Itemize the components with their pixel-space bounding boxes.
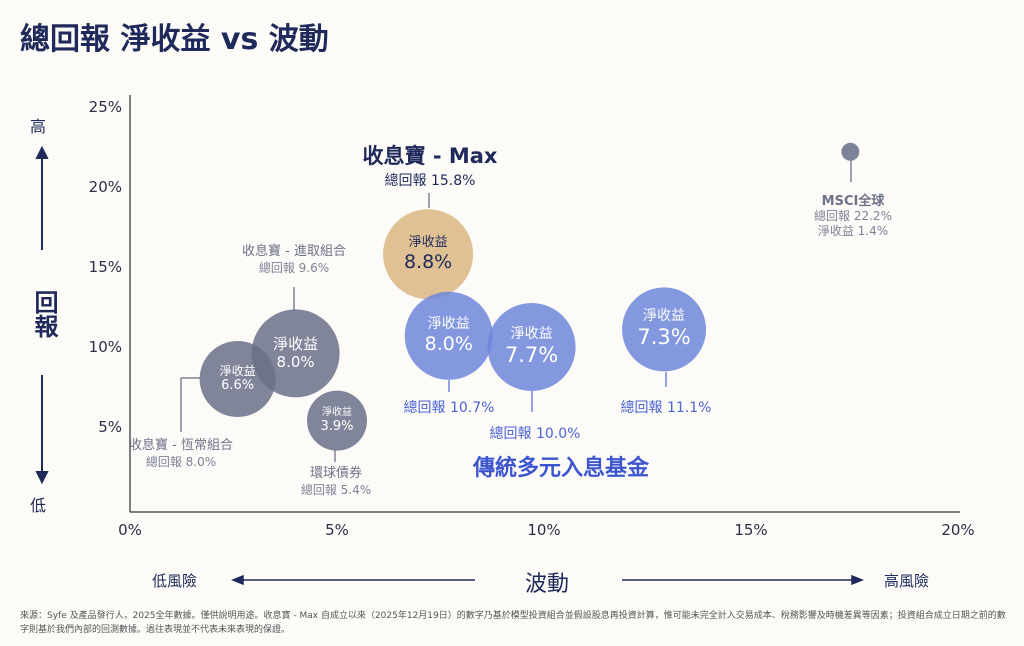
x-tick-label: 15%: [734, 521, 767, 539]
group-label: 傳統多元入息基金: [472, 456, 650, 481]
bubble: [404, 291, 493, 380]
y-tick-label: 25%: [89, 98, 122, 116]
x-tick-label: 5%: [325, 521, 349, 539]
footnote: 來源：Syfe 及產品發行人，2025全年數據。僅供說明用途。收息寶 - Max…: [20, 611, 1006, 635]
y-tick-label: 5%: [98, 418, 122, 436]
y-axis-label: 回報: [30, 290, 58, 338]
bubble-label: 淨收益 7.7%: [505, 326, 558, 368]
x-low-label: 低風險: [152, 572, 198, 590]
label-aggressive: 收息寶 - 進取組合 總回報 9.6%: [242, 244, 346, 275]
label-fund-c: 總回報 11.1%: [620, 400, 712, 416]
net-yield-value: 8.0%: [424, 332, 473, 355]
bubble: [622, 287, 707, 372]
bubble: [251, 309, 340, 398]
net-yield-value: 8.0%: [276, 353, 315, 372]
bubble-label: 淨收益 8.0%: [273, 335, 318, 371]
bubble: [841, 142, 860, 161]
net-yield-label: 淨收益: [322, 406, 352, 418]
x-tick-label: 10%: [527, 521, 560, 539]
bubble: [307, 390, 367, 451]
bubble: [383, 209, 474, 300]
label-max: 收息寶 - Max 總回報 15.8%: [362, 144, 498, 189]
y-low-label: 低: [30, 496, 47, 515]
label-global-bond: 環球債券 總回報 5.4%: [300, 466, 372, 497]
bubble-label: 淨收益 8.8%: [404, 235, 452, 273]
bubble-label: 淨收益 7.3%: [637, 308, 690, 350]
net-yield-label: 淨收益: [427, 316, 470, 332]
bubble: [487, 303, 576, 391]
net-yield-value: 8.8%: [403, 250, 453, 273]
leader-lines: [180, 160, 852, 462]
net-yield-value: 6.6%: [221, 378, 255, 394]
bubble-label: 淨收益 6.6%: [220, 364, 256, 394]
net-yield-label: 淨收益: [273, 335, 319, 354]
label-steady: 收息寶 - 恆常組合 總回報 8.0%: [129, 438, 233, 469]
net-yield-value: 7.3%: [637, 325, 691, 350]
label-msci: MSCI全球 總回報 22.2% 淨收益 1.4%: [814, 194, 892, 238]
label-fund-b: 總回報 10.0%: [489, 426, 581, 442]
y-tick-label: 10%: [89, 338, 122, 356]
page-title: 總回報 淨收益 vs 波動: [20, 22, 329, 57]
bubble-label: 淨收益 3.9%: [320, 407, 353, 435]
net-yield-label: 淨收益: [510, 326, 553, 343]
net-yield-value: 3.9%: [320, 418, 354, 434]
net-yield-label: 淨收益: [408, 234, 448, 250]
net-yield-value: 7.7%: [504, 342, 559, 367]
label-fund-a: 總回報 10.7%: [403, 400, 495, 416]
x-tick-label: 20%: [941, 521, 974, 539]
y-tick-label: 15%: [89, 258, 122, 276]
y-high-label: 高: [30, 117, 47, 136]
x-high-label: 高風險: [884, 572, 930, 590]
net-yield-label: 淨收益: [643, 308, 686, 325]
x-tick-label: 0%: [118, 521, 142, 539]
y-tick-label: 20%: [89, 178, 122, 196]
net-yield-label: 淨收益: [219, 364, 256, 379]
x-axis-label: 波動: [525, 572, 570, 597]
bubble-label: 淨收益 8.0%: [425, 316, 473, 356]
y-direction-arrow: [35, 145, 49, 485]
x-direction-arrow: [230, 574, 865, 586]
